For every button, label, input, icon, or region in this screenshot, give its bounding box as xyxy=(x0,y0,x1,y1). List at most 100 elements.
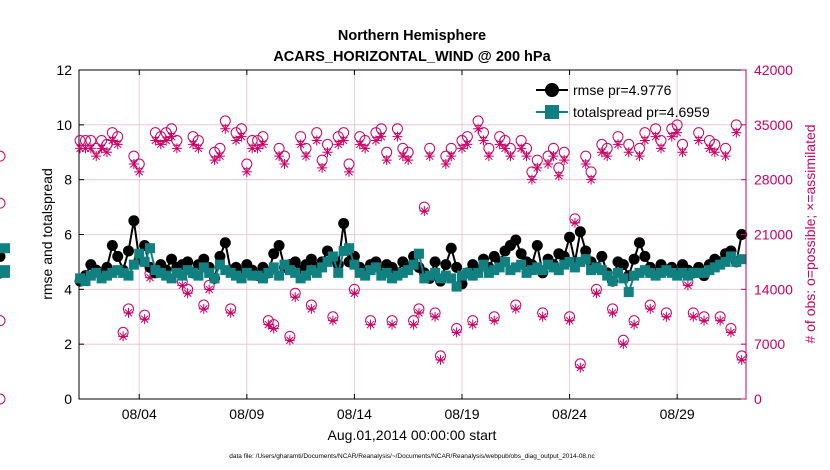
totalspread-point xyxy=(311,267,322,278)
totalspread-point xyxy=(564,256,575,267)
obs-assimilated-point xyxy=(548,151,559,162)
obs-assimilated-point xyxy=(677,147,688,158)
rmse-point xyxy=(628,253,640,265)
obs-assimilated-point xyxy=(166,131,177,142)
obs-assimilated-point xyxy=(360,143,371,154)
totalspread-point xyxy=(225,267,236,278)
obs-assimilated-point xyxy=(274,151,285,162)
obs-assimilated-point xyxy=(478,135,489,146)
totalspread-point xyxy=(709,262,720,273)
totalspread-point xyxy=(209,273,220,284)
totalspread-point xyxy=(241,267,252,278)
obs-assimilated-point xyxy=(322,147,333,158)
obs-assimilated-point xyxy=(473,123,484,134)
totalspread-point xyxy=(112,265,123,276)
obs-assimilated-point xyxy=(634,151,645,162)
obs-assimilated-point xyxy=(435,354,446,365)
obs-assimilated-point xyxy=(500,143,511,154)
totalspread-point xyxy=(586,265,597,276)
totalspread-point xyxy=(645,267,656,278)
totalspread-point xyxy=(376,270,387,281)
y-right-tick-label: 21000 xyxy=(754,227,793,243)
obs-assimilated-point xyxy=(505,151,516,162)
obs-assimilated-point xyxy=(591,288,602,299)
rmse-point xyxy=(429,256,441,268)
obs-assimilated-point xyxy=(424,151,435,162)
totalspread-point xyxy=(591,262,602,273)
totalspread-point xyxy=(257,273,268,284)
y-right-tick-label: 35000 xyxy=(754,117,793,133)
totalspread-point xyxy=(75,273,86,284)
totalspread-point xyxy=(284,265,295,276)
totalspread-point xyxy=(128,259,139,270)
totalspread-point xyxy=(537,265,548,276)
obs-assimilated-point xyxy=(688,311,699,322)
totalspread-point xyxy=(677,267,688,278)
totalspread-point xyxy=(177,270,188,281)
obs-assimilated-point xyxy=(623,147,634,158)
x-axis-label: Aug.01,2014 00:00:00 start xyxy=(328,427,497,443)
totalspread-point xyxy=(505,265,516,276)
totalspread-point xyxy=(661,265,672,276)
obs-assimilated-point xyxy=(75,143,86,154)
y-axis-left-ticks: 0 2 4 6 8 10 12 xyxy=(56,62,84,407)
y-right-tick-label: 42000 xyxy=(754,62,793,78)
totalspread-point xyxy=(252,270,263,281)
obs-assimilated-point xyxy=(123,307,134,318)
obs-assimilated-point xyxy=(338,135,349,146)
obs-assimilated-point xyxy=(408,319,419,330)
obs-assimilated-point xyxy=(150,135,161,146)
obs-assimilated-point xyxy=(553,170,564,181)
obs-assimilated-point xyxy=(188,139,199,150)
totalspread-point xyxy=(672,270,683,281)
totalspread-point xyxy=(80,276,91,287)
totalspread-point xyxy=(91,267,102,278)
obs-assimilated-point xyxy=(580,159,591,169)
obs-assimilated-point xyxy=(602,151,613,162)
obs-assimilated-point xyxy=(306,303,317,314)
obs-assimilated-point xyxy=(209,155,220,166)
totalspread-point xyxy=(370,262,381,273)
rmse-point xyxy=(515,248,527,260)
obs-assimilated-point xyxy=(430,311,441,322)
obs-assimilated-point xyxy=(564,315,575,326)
totalspread-point xyxy=(268,262,279,273)
obs-assimilated-point xyxy=(543,159,554,169)
y-left-tick-label: 6 xyxy=(64,227,72,243)
totalspread-point xyxy=(387,273,398,284)
obs-assimilated-point xyxy=(85,143,96,154)
obs-assimilated-point xyxy=(198,303,209,314)
obs-assimilated-point xyxy=(80,143,91,154)
totalspread-point xyxy=(381,267,392,278)
obs-assimilated-point xyxy=(645,303,656,314)
totalspread-point xyxy=(424,270,435,281)
obs-assimilated-point xyxy=(446,151,457,162)
totalspread-point xyxy=(263,267,274,278)
x-tick-label: 08/24 xyxy=(552,406,587,422)
x-tick-label: 08/14 xyxy=(337,406,372,422)
totalspread-point xyxy=(279,259,290,270)
totalspread-point xyxy=(430,267,441,278)
totalspread-point xyxy=(639,265,650,276)
totalspread-point xyxy=(403,265,414,276)
obs-assimilated-point xyxy=(451,327,462,338)
totalspread-point xyxy=(473,267,484,278)
totalspread-point xyxy=(731,256,742,267)
obs-assimilated-point xyxy=(145,272,156,283)
obs-assimilated-point xyxy=(682,280,693,291)
totalspread-point xyxy=(435,273,446,284)
totalspread-point xyxy=(317,262,328,273)
x-tick-label: 08/19 xyxy=(444,406,479,422)
obs-assimilated-point xyxy=(650,131,661,142)
totalspread-point xyxy=(134,248,145,259)
obs-assimilated-point xyxy=(725,327,736,338)
totalspread-point xyxy=(575,256,586,267)
obs-possible-point xyxy=(0,393,6,405)
totalspread-point xyxy=(392,270,403,281)
totalspread-point xyxy=(682,270,693,281)
obs-assimilated-point xyxy=(177,280,188,291)
totalspread-point xyxy=(553,265,564,276)
obs-assimilated-point xyxy=(720,151,731,162)
obs-assimilated-point xyxy=(128,159,139,169)
totalspread-point xyxy=(397,267,408,278)
